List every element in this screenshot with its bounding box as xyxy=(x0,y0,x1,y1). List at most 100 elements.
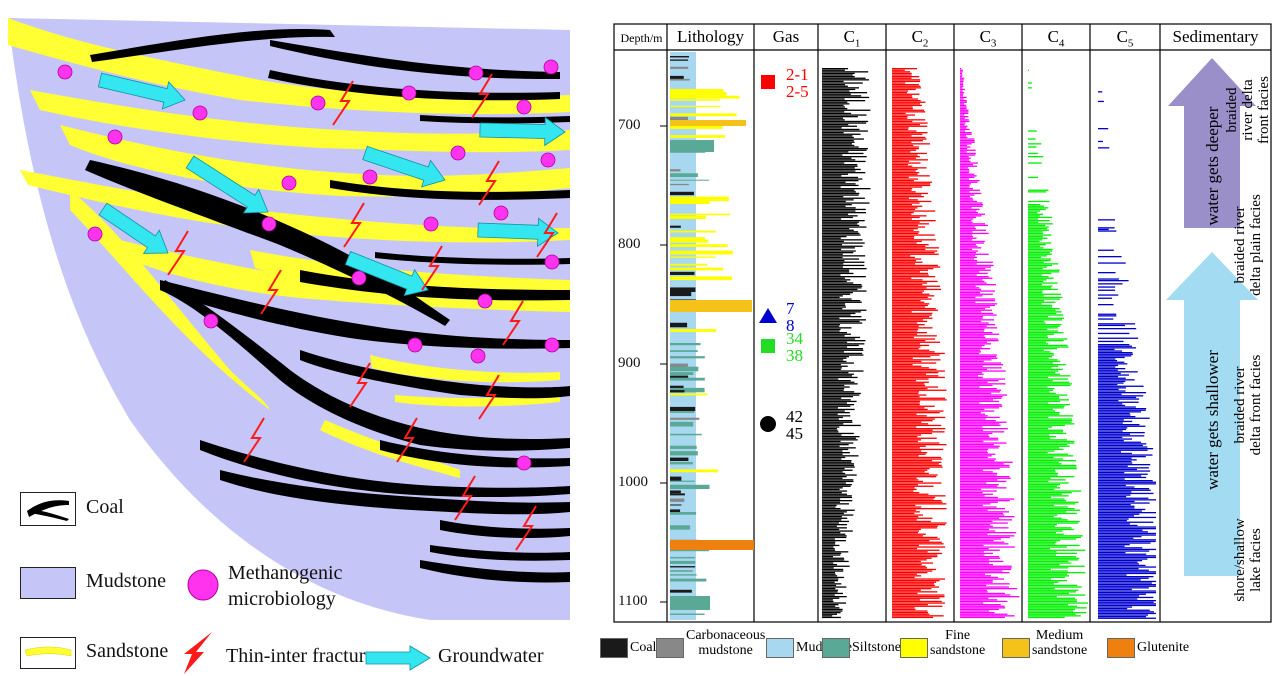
log-bar xyxy=(1028,604,1069,606)
log-bar xyxy=(892,87,921,89)
log-bar xyxy=(1028,288,1058,291)
log-bar xyxy=(892,119,926,121)
log-bar xyxy=(892,352,945,355)
log-bar xyxy=(1098,433,1130,435)
log-bar xyxy=(892,613,930,615)
log-bar xyxy=(892,108,913,110)
log-bar xyxy=(1028,364,1066,366)
coal-legend-swatch xyxy=(20,492,76,526)
log-bar xyxy=(960,504,983,507)
log-bar xyxy=(822,218,842,220)
log-bar xyxy=(822,501,840,503)
log-bar xyxy=(892,170,916,172)
log-bar xyxy=(1098,396,1137,399)
log-bar xyxy=(1028,336,1048,339)
log-bar xyxy=(960,482,987,484)
log-bar xyxy=(892,328,919,331)
log-bar xyxy=(822,82,863,84)
microbe-dot xyxy=(423,216,439,232)
log-bar xyxy=(1098,417,1150,419)
log-bar xyxy=(892,196,924,198)
log-bar xyxy=(892,461,942,463)
log-bar xyxy=(960,197,973,199)
log-bar xyxy=(892,212,914,214)
log-bar xyxy=(960,612,995,614)
log-bar xyxy=(960,474,997,476)
log-bar xyxy=(960,456,988,459)
log-bar xyxy=(1028,152,1039,155)
log-bar xyxy=(822,592,843,595)
log-bar xyxy=(892,509,916,511)
log-bar xyxy=(1028,247,1044,249)
column-dividers xyxy=(666,24,1161,622)
log-bar xyxy=(1098,612,1156,615)
log-bar xyxy=(892,159,928,161)
log-bar xyxy=(892,95,912,97)
log-bar xyxy=(960,453,996,455)
log-bar xyxy=(822,391,855,393)
log-bar xyxy=(1028,560,1069,563)
log-bar xyxy=(822,464,854,467)
log-bar xyxy=(1028,228,1048,230)
log-bar xyxy=(1098,427,1128,429)
log-bar xyxy=(1098,376,1119,378)
log-bar xyxy=(822,272,854,275)
log-bar xyxy=(822,252,854,254)
log-bar xyxy=(822,328,841,331)
log-bar xyxy=(1098,412,1130,415)
log-bar xyxy=(1028,447,1059,449)
log-bar xyxy=(892,397,946,399)
log-bar xyxy=(892,538,940,540)
log-bar xyxy=(822,536,847,539)
log-bar xyxy=(1098,600,1156,602)
log-bar xyxy=(822,434,842,436)
log-bar xyxy=(1098,324,1125,327)
log-bar xyxy=(960,167,968,169)
log-bar xyxy=(1028,352,1054,355)
lithology-band xyxy=(670,169,681,172)
log-bar xyxy=(1028,613,1076,615)
log-bar xyxy=(892,220,936,222)
lithology-band xyxy=(670,191,694,196)
log-bar xyxy=(822,317,840,319)
log-bar xyxy=(822,474,857,476)
log-bar xyxy=(960,448,989,451)
log-bar xyxy=(1028,276,1049,278)
microbe-dots xyxy=(57,59,560,471)
log-bar xyxy=(892,266,941,268)
log-bar xyxy=(960,226,975,228)
log-bar xyxy=(892,197,909,199)
log-bar xyxy=(1098,400,1119,402)
log-bar xyxy=(822,493,847,495)
log-bar xyxy=(822,271,850,273)
log-bar xyxy=(1028,240,1040,243)
log-bar xyxy=(960,373,984,375)
log-bar xyxy=(822,340,866,342)
log-bar xyxy=(822,365,848,367)
log-bar xyxy=(892,250,938,252)
log-bar xyxy=(892,573,917,575)
log-bar xyxy=(892,578,945,580)
log-bar xyxy=(822,580,838,582)
log-bar xyxy=(822,581,835,583)
log-bar xyxy=(1098,438,1132,440)
coal-seams xyxy=(85,29,570,583)
log-bar xyxy=(1028,234,1052,236)
log-bar xyxy=(892,436,918,438)
log-bar xyxy=(892,239,936,241)
log-bar xyxy=(892,271,920,273)
log-bar xyxy=(1098,516,1156,519)
log-bar xyxy=(960,436,990,438)
lithology-band xyxy=(670,366,699,372)
log-bar xyxy=(822,488,840,491)
log-bar xyxy=(822,194,859,196)
log-bar xyxy=(822,84,846,86)
log-bar xyxy=(1028,458,1064,460)
log-bar xyxy=(1028,264,1053,267)
log-bar xyxy=(960,476,1010,478)
log-bar xyxy=(892,183,931,185)
log-bar xyxy=(822,564,837,566)
log-bar xyxy=(822,367,842,369)
log-bar xyxy=(822,364,841,366)
log-bar xyxy=(892,572,928,574)
